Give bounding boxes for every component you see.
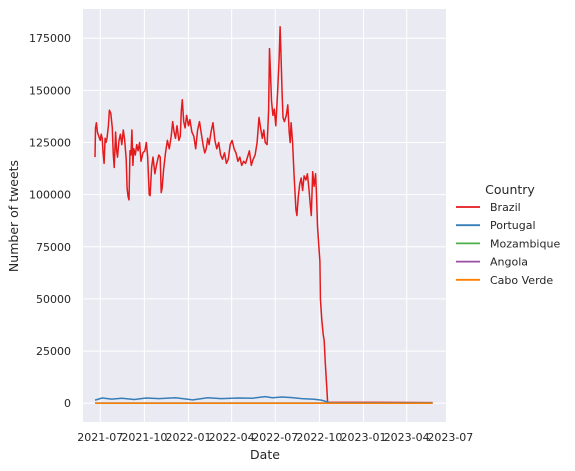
y-tick-label: 0 <box>64 397 71 410</box>
y-axis-label: Number of tweets <box>6 160 21 272</box>
y-tick-label: 75000 <box>36 241 71 254</box>
legend-label-mozambique: Mozambique <box>490 237 560 250</box>
x-tick-label: 2023-01 <box>341 431 387 444</box>
x-axis-label: Date <box>250 447 280 462</box>
y-tick-labels: 0 25000 50000 75000 100000 125000 150000 175000 <box>29 32 71 410</box>
x-tick-labels: 2021-072021-102022-012022-042022-072022-… <box>77 431 473 444</box>
legend-label-brazil: Brazil <box>490 201 521 214</box>
x-tick-label: 2022-04 <box>209 431 255 444</box>
legend-label-portugal: Portugal <box>490 219 536 232</box>
x-tick-label: 2022-07 <box>252 431 298 444</box>
plot-area <box>83 9 446 422</box>
x-tick-label: 2023-07 <box>427 431 473 444</box>
x-tick-label: 2022-01 <box>166 431 212 444</box>
y-tick-label: 150000 <box>29 84 71 97</box>
y-tick-label: 175000 <box>29 32 71 45</box>
y-tick-label: 100000 <box>29 189 71 202</box>
legend-title: Country <box>485 182 535 197</box>
y-tick-label: 50000 <box>36 293 71 306</box>
x-tick-label: 2021-10 <box>121 431 167 444</box>
x-tick-label: 2022-10 <box>296 431 342 444</box>
x-tick-label: 2023-04 <box>384 431 430 444</box>
legend-label-cabo-verde: Cabo Verde <box>490 274 553 287</box>
x-tick-label: 2021-07 <box>77 431 123 444</box>
legend-label-angola: Angola <box>490 256 528 269</box>
legend: Country Brazil Portugal Mozambique Angola Ca… <box>456 182 560 287</box>
legend-items: Brazil Portugal Mozambique Angola Cabo Verde <box>456 201 560 287</box>
y-tick-label: 125000 <box>29 136 71 149</box>
y-tick-label: 25000 <box>36 345 71 358</box>
